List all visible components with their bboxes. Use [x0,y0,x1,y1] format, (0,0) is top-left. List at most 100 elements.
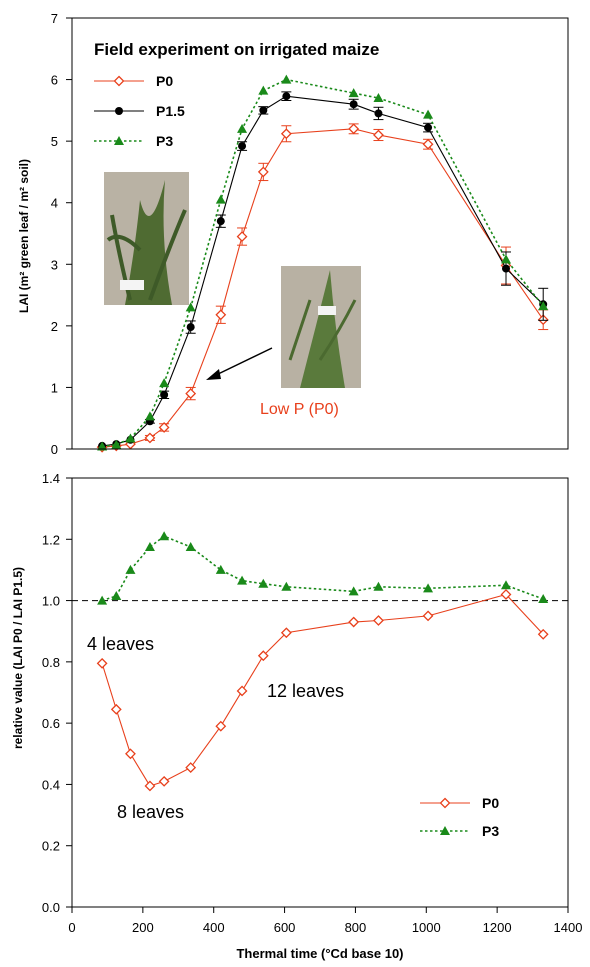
top-point-P3 [501,254,511,264]
top-point-P0 [422,138,434,150]
bottom-point-P0 [185,762,197,773]
x-tick-label: 800 [345,920,367,935]
top-point-P0 [236,231,248,242]
top-point-P1.5 [238,142,247,151]
top-y-tick-label: 4 [51,196,58,211]
top-point-P3 [111,439,122,449]
bottom-legend-label-P3: P3 [482,823,499,839]
bottom-y-tick-label: 1.0 [42,594,60,609]
chart-title: Field experiment on irrigated maize [94,40,379,59]
bottom-legend-label-P0: P0 [482,795,499,811]
top-point-P3 [125,433,136,443]
x-tick-label: 0 [68,920,75,935]
top-point-P3 [538,301,549,311]
top-point-P1.5 [282,92,291,101]
bottom-y-tick-label: 0.0 [42,900,60,915]
bottom-point-P3 [215,564,226,574]
top-legend-label-P1.5: P1.5 [156,103,185,119]
bottom-point-P0 [236,685,248,697]
bottom-y-tick-label: 0.2 [42,839,60,854]
top-point-P0 [373,129,384,141]
annotation-12-leaves: 12 leaves [267,681,344,701]
lai-chart: LAI (m² green leaf / m² soil) 0 1 2 3 4 5 6 7 L… [17,11,569,457]
bottom-point-P0 [110,703,122,715]
top-legend-marker-P3 [114,136,124,145]
top-point-P3 [237,123,248,133]
bottom-series [96,531,549,792]
top-point-P3 [258,85,269,95]
bottom-point-P3 [111,590,122,600]
bottom-point-P0 [422,610,434,622]
top-point-P1.5 [349,100,358,109]
bottom-point-P3 [258,578,269,588]
bottom-point-P3 [144,541,155,551]
x-tick-label: 400 [203,920,225,935]
top-point-P1.5 [502,264,510,273]
maize-photo-p15 [104,172,189,305]
top-y-tick-label: 7 [51,11,58,26]
top-point-P3 [423,109,434,119]
bottom-y-tick-label: 0.8 [42,655,60,670]
bottom-x-ticks: 0 200 400 600 800 1000 1200 1400 [68,907,582,935]
bottom-point-P0 [215,720,227,732]
bottom-y-tick-label: 0.4 [42,777,60,792]
bottom-point-P0 [96,657,108,669]
low-p-arrow [213,347,273,377]
bottom-point-P0 [280,627,292,639]
maize-photo-p0 [281,266,361,388]
top-plot-frame [71,17,569,450]
top-point-P3 [144,411,155,421]
top-y-axis-label: LAI (m² green leaf / m² soil) [17,159,31,313]
top-point-P3 [348,88,359,98]
top-point-P0 [348,123,360,135]
x-tick-label: 1200 [483,920,512,935]
top-point-P0 [257,166,269,178]
top-point-P3 [185,302,196,312]
top-y-ticks: 0 1 2 3 4 5 6 7 [51,11,72,457]
bottom-point-P3 [423,583,434,593]
top-point-P1.5 [216,217,225,226]
bottom-y-tick-label: 0.6 [42,716,60,731]
top-point-P1.5 [259,106,268,115]
top-point-P3 [281,74,292,84]
bottom-point-P0 [500,589,512,600]
top-point-P0 [280,128,292,140]
bottom-point-P3 [97,595,108,605]
top-point-P3 [373,93,384,103]
top-legend-label-P0: P0 [156,73,173,89]
top-point-P1.5 [160,390,169,399]
annotation-4-leaves: 4 leaves [87,634,154,654]
top-point-P3 [97,441,108,451]
bottom-y-ticks: 0.0 0.2 0.4 0.6 0.8 1.0 1.2 1.4 [42,471,72,915]
top-point-P1.5 [374,109,383,118]
x-tick-label: 1400 [554,920,583,935]
x-tick-label: 600 [274,920,296,935]
relative-chart: relative value (LAI P0 / LAI P1.5) 0.0 0.… [11,471,582,961]
bottom-legend-marker-P0 [439,797,451,809]
bottom-point-P0 [125,748,136,760]
top-y-tick-label: 1 [51,380,58,395]
top-y-tick-label: 3 [51,257,58,272]
annotation-8-leaves: 8 leaves [117,802,184,822]
top-legend-marker-P1.5 [115,107,123,115]
x-tick-label: 1000 [412,920,441,935]
bottom-point-P3 [281,581,292,591]
top-legend-marker-P0 [113,75,125,87]
top-series [96,74,549,453]
top-point-P0 [144,432,156,444]
top-point-P0 [185,388,197,400]
bottom-point-P3 [185,541,196,551]
bottom-y-axis-label: relative value (LAI P0 / LAI P1.5) [11,567,25,749]
bottom-point-P3 [348,586,359,596]
bottom-point-P0 [373,615,384,626]
bottom-point-P0 [158,775,170,787]
bottom-point-P0 [257,650,269,662]
top-y-tick-label: 2 [51,319,58,334]
top-y-tick-label: 6 [51,73,58,88]
bottom-point-P3 [237,575,248,585]
bottom-point-P3 [125,564,136,574]
x-tick-label: 200 [132,920,154,935]
x-axis-label: Thermal time (°Cd base 10) [236,946,403,961]
top-legend-label-P3: P3 [156,133,173,149]
bottom-point-P3 [373,581,384,591]
